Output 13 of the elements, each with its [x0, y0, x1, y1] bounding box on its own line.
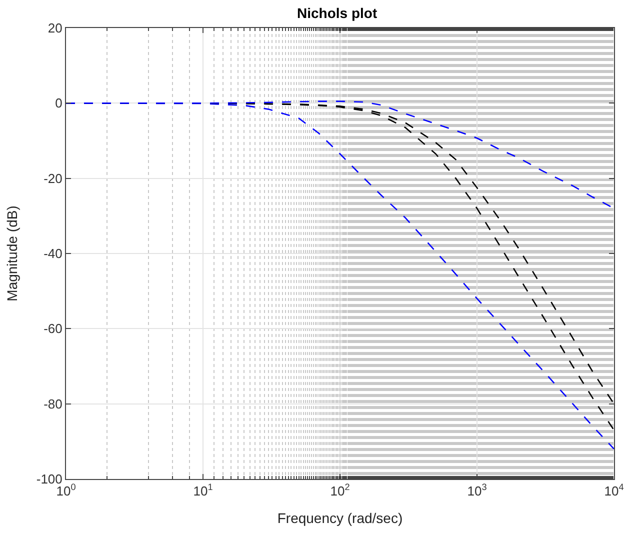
x-tick-label: 10$^{2}$ [330, 482, 350, 499]
x-tick-label: 10$^{3}$ [467, 482, 487, 499]
y-axis-title: Magnitude (dB) [4, 206, 20, 302]
y-tick-label: 20 [48, 20, 62, 36]
y-tick-label: -80 [44, 396, 62, 412]
y-tick-label: -40 [44, 246, 62, 262]
x-tick-label: 10$^{4}$ [604, 482, 624, 499]
y-tick-label: 0 [55, 96, 62, 111]
y-tick-label: -60 [44, 321, 62, 336]
x-axis-title: Frequency (rad/sec) [277, 510, 403, 526]
x-tick-label: 10$^{1}$ [193, 482, 213, 499]
chart-title: Nichols plot [297, 4, 378, 21]
y-tick-label: -20 [44, 170, 62, 186]
